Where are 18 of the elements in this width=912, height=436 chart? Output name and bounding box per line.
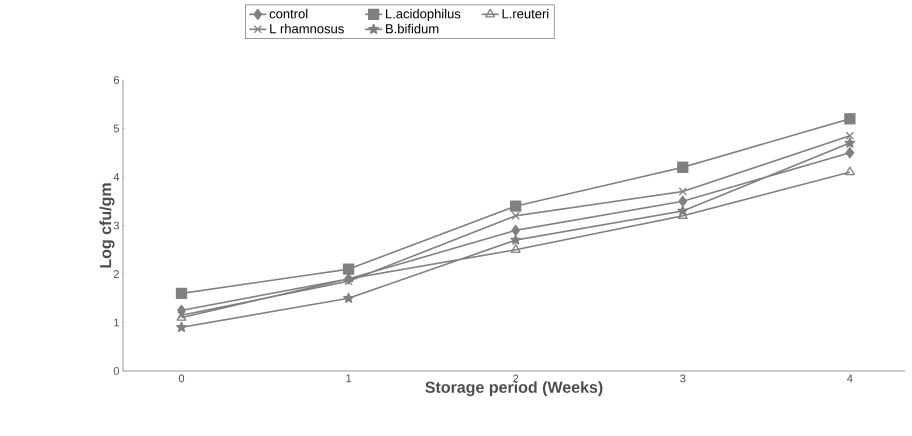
x-tick-label: 0 — [178, 374, 184, 382]
y-tick-label: 4 — [114, 173, 120, 181]
x-axis-title: Storage period (Weeks) — [425, 381, 602, 396]
legend-label: L.reuteri — [502, 8, 548, 18]
y-tick-label: 1 — [114, 318, 119, 326]
y-axis-title: Log cfu/gm — [100, 183, 114, 268]
y-tick-label: 6 — [114, 76, 119, 84]
y-tick-label: 2 — [114, 270, 119, 278]
x-tick-label: 4 — [847, 374, 853, 382]
legend-label: L.acidophilus — [386, 8, 460, 22]
x-tick-label: 1 — [346, 374, 352, 382]
x-tick-label: 3 — [680, 374, 686, 382]
legend-label: L rhamnosus — [270, 24, 344, 34]
y-tick-label: 3 — [114, 222, 119, 230]
legend-label: control — [270, 8, 308, 18]
y-tick-label: 5 — [114, 124, 119, 132]
legend-label: B.bifidum — [386, 24, 438, 34]
y-tick-label: 0 — [114, 367, 120, 375]
